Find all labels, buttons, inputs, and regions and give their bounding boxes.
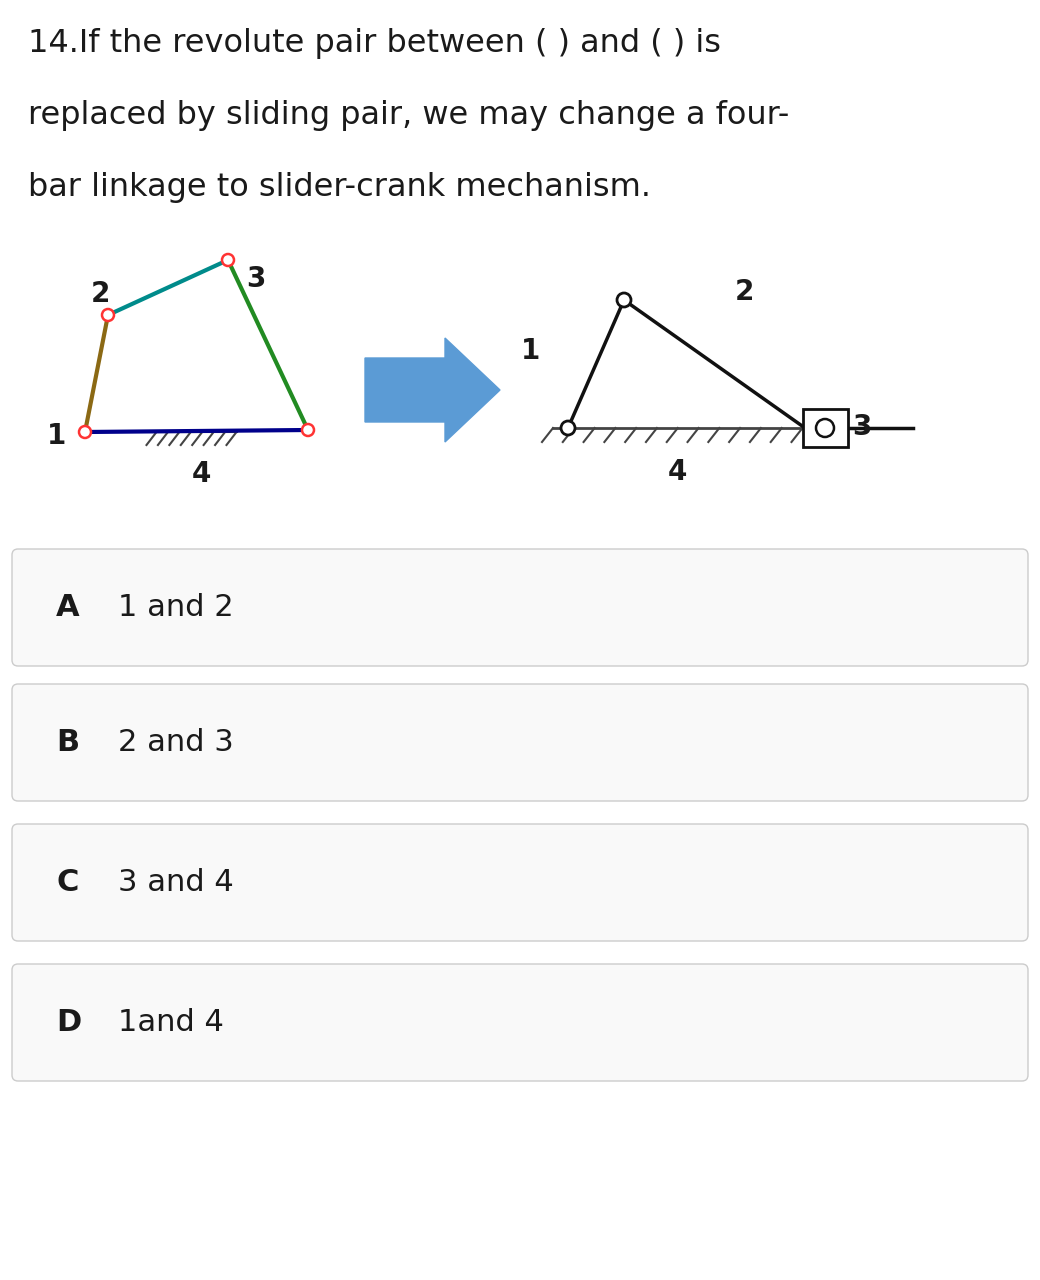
Text: D: D	[56, 1009, 81, 1037]
Text: 2 and 3: 2 and 3	[118, 728, 234, 756]
Text: B: B	[56, 728, 79, 756]
Polygon shape	[365, 338, 500, 442]
Text: C: C	[56, 868, 78, 897]
Text: replaced by sliding pair, we may change a four-: replaced by sliding pair, we may change …	[28, 100, 789, 131]
Text: 2: 2	[90, 280, 109, 308]
Text: 4: 4	[191, 460, 211, 488]
Text: 4: 4	[668, 458, 687, 486]
FancyBboxPatch shape	[12, 549, 1028, 666]
Text: 14.If the revolute pair between ( ) and ( ) is: 14.If the revolute pair between ( ) and …	[28, 28, 721, 59]
Circle shape	[617, 293, 631, 307]
Text: 3 and 4: 3 and 4	[118, 868, 234, 897]
Text: 1 and 2: 1 and 2	[118, 593, 234, 622]
Circle shape	[561, 421, 575, 435]
FancyBboxPatch shape	[12, 964, 1028, 1082]
Circle shape	[102, 308, 114, 321]
Circle shape	[816, 419, 834, 436]
Circle shape	[302, 424, 314, 436]
Text: 3: 3	[246, 265, 265, 293]
Text: A: A	[56, 593, 80, 622]
FancyBboxPatch shape	[803, 410, 848, 447]
Text: 1: 1	[521, 337, 540, 365]
Circle shape	[79, 426, 92, 438]
FancyBboxPatch shape	[12, 684, 1028, 801]
Circle shape	[222, 253, 234, 266]
FancyBboxPatch shape	[12, 824, 1028, 941]
Text: bar linkage to slider-crank mechanism.: bar linkage to slider-crank mechanism.	[28, 172, 651, 204]
Text: 1: 1	[48, 422, 67, 451]
Text: 3: 3	[853, 413, 872, 442]
Text: 2: 2	[734, 278, 754, 306]
Text: 1and 4: 1and 4	[118, 1009, 224, 1037]
